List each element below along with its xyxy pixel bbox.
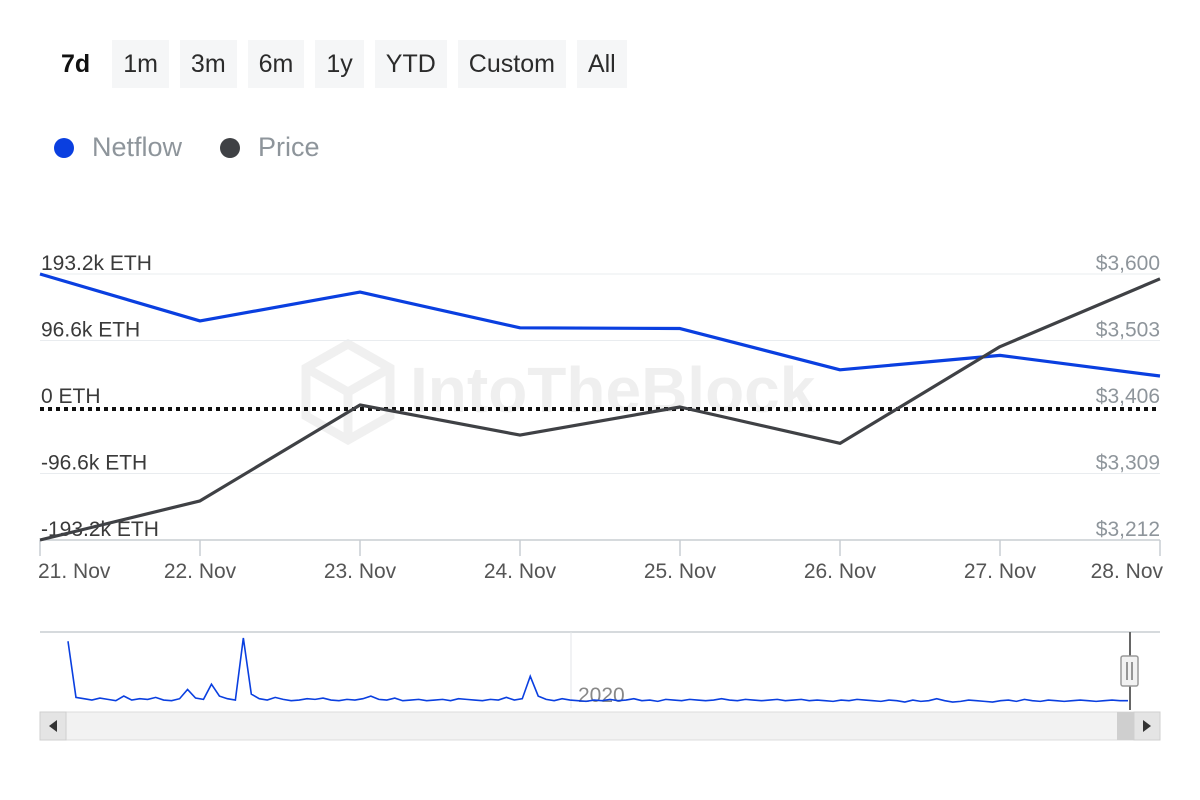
range-button-ytd[interactable]: YTD bbox=[374, 40, 447, 88]
x-axis-tick-label: 22. Nov bbox=[164, 560, 237, 583]
x-axis-tick-label: 28. Nov bbox=[1091, 560, 1164, 583]
scrollbar-left-button[interactable] bbox=[39, 711, 67, 741]
legend-label-price: Price bbox=[258, 132, 320, 162]
left-axis-tick-label: 0 ETH bbox=[41, 385, 101, 408]
left-axis-tick-label: 193.2k ETH bbox=[41, 252, 152, 275]
right-axis-tick-label: $3,309 bbox=[1096, 452, 1160, 475]
right-axis-tick-label: $3,600 bbox=[1096, 252, 1160, 275]
scroll-right-arrow-icon bbox=[1143, 720, 1151, 732]
left-axis-tick-label: -96.6k ETH bbox=[41, 452, 147, 475]
range-button-1y[interactable]: 1y bbox=[315, 40, 364, 88]
navigator-handle[interactable] bbox=[1120, 655, 1139, 687]
range-button-6m[interactable]: 6m bbox=[247, 40, 305, 88]
left-axis: 193.2k ETH 96.6k ETH 0 ETH -96.6k ETH -193.2… bbox=[41, 252, 159, 541]
watermark-text: IntoTheBlock bbox=[410, 354, 816, 426]
right-axis-tick-label: $3,406 bbox=[1096, 385, 1160, 408]
x-axis-tick-label: 27. Nov bbox=[964, 560, 1037, 583]
scroll-left-arrow-icon bbox=[49, 720, 57, 732]
watermark-logo-icon bbox=[301, 338, 395, 446]
range-button-custom[interactable]: Custom bbox=[457, 40, 566, 88]
navigator-series bbox=[67, 637, 1128, 703]
legend-dot-price-icon bbox=[220, 137, 241, 158]
legend: Netflow Price bbox=[54, 132, 320, 163]
series-layer bbox=[39, 272, 1161, 542]
right-axis-tick-label: $3,503 bbox=[1096, 319, 1160, 342]
x-axis-tick-label: 21. Nov bbox=[38, 560, 111, 583]
navigator-label: 2020 bbox=[578, 684, 625, 707]
x-axis-tick-label: 24. Nov bbox=[484, 560, 557, 583]
x-axis: 21. Nov 22. Nov 23. Nov 24. Nov 25. Nov 26. N… bbox=[38, 539, 1164, 583]
left-axis-tick-label: 96.6k ETH bbox=[41, 319, 140, 342]
range-selector: 7d 1m 3m 6m 1y YTD Custom All bbox=[50, 40, 627, 88]
navigator[interactable]: 2020 bbox=[39, 631, 1161, 741]
watermark: IntoTheBlock bbox=[301, 338, 816, 446]
legend-item-price[interactable]: Price bbox=[220, 132, 320, 163]
range-button-1m[interactable]: 1m bbox=[112, 40, 169, 88]
legend-dot-netflow-icon bbox=[54, 137, 74, 158]
x-axis-tick-label: 23. Nov bbox=[324, 560, 397, 583]
scrollbar-track[interactable] bbox=[39, 711, 1161, 741]
x-axis-tick-label: 26. Nov bbox=[804, 560, 877, 583]
x-axis-tick-label: 25. Nov bbox=[644, 560, 717, 583]
series-line-price[interactable] bbox=[39, 277, 1161, 542]
scrollbar-thumb[interactable] bbox=[1117, 712, 1134, 740]
right-axis-tick-label: $3,212 bbox=[1096, 518, 1160, 541]
legend-item-netflow[interactable]: Netflow bbox=[54, 132, 182, 163]
range-button-3m[interactable]: 3m bbox=[179, 40, 237, 88]
range-button-all[interactable]: All bbox=[576, 40, 627, 88]
left-axis-tick-label: -193.2k ETH bbox=[41, 518, 159, 541]
right-axis: $3,600 $3,503 $3,406 $3,309 $3,212 bbox=[1096, 252, 1160, 541]
series-line-netflow[interactable] bbox=[39, 272, 1161, 378]
scrollbar-right-button[interactable] bbox=[1133, 711, 1161, 741]
range-button-7d[interactable]: 7d bbox=[50, 40, 102, 88]
legend-label-netflow: Netflow bbox=[92, 132, 183, 162]
